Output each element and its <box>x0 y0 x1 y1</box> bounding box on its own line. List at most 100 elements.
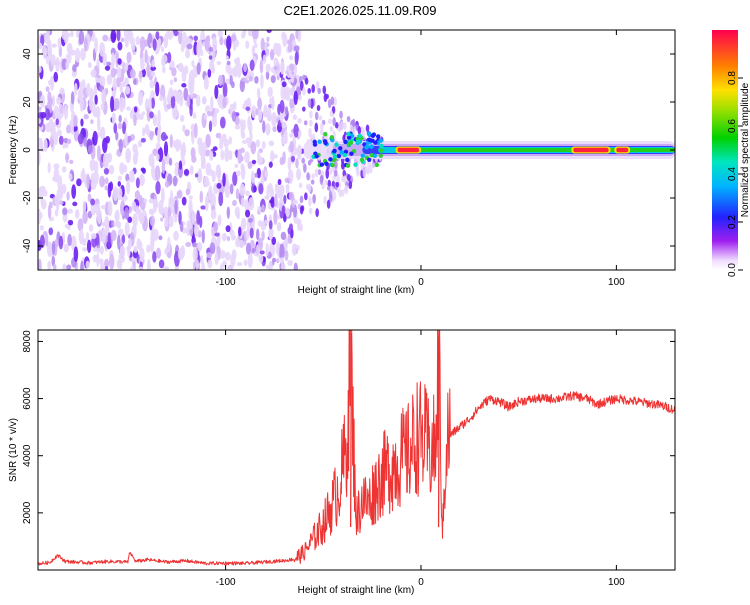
tone-blob <box>372 153 378 158</box>
noise-cell <box>151 59 155 68</box>
noise-cell <box>199 190 204 204</box>
noise-cell <box>157 127 161 144</box>
noise-cell <box>212 36 218 52</box>
transition-cell <box>307 98 312 108</box>
noise-cell <box>104 65 111 71</box>
noise-cell <box>92 130 98 146</box>
noise-cell <box>163 141 169 157</box>
noise-cell <box>281 81 287 88</box>
noise-cell <box>106 74 113 85</box>
noise-cell <box>239 183 246 197</box>
transition-cell <box>327 98 332 109</box>
noise-cell <box>189 84 193 100</box>
transition-cell <box>318 115 323 121</box>
noise-cell <box>276 221 282 232</box>
noise-cell <box>201 96 207 105</box>
colorbar-tick-label: 0.8 <box>727 71 738 85</box>
noise-cell <box>295 158 299 169</box>
noise-cell <box>86 173 90 190</box>
noise-cell <box>141 127 146 137</box>
noise-cell <box>229 183 234 195</box>
noise-cell <box>274 184 280 195</box>
colorbar-tick-label: 0.6 <box>727 119 738 133</box>
noise-cell <box>161 158 166 174</box>
noise-cell <box>232 199 237 207</box>
noise-cell <box>204 181 211 187</box>
noise-cell <box>163 266 170 270</box>
noise-cell <box>44 233 49 247</box>
noise-cell <box>87 193 92 202</box>
noise-cell <box>168 215 174 228</box>
noise-cell <box>245 242 251 255</box>
noise-cell <box>172 139 177 148</box>
noise-cell <box>118 252 123 266</box>
noise-cell <box>89 158 96 172</box>
noise-cell <box>104 258 110 269</box>
noise-cell <box>247 161 253 169</box>
noise-cell <box>116 30 121 42</box>
noise-cell <box>110 30 117 44</box>
transition-cell <box>343 122 347 130</box>
noise-cell <box>113 122 118 134</box>
noise-cell <box>126 106 131 111</box>
noise-cell <box>280 263 286 270</box>
transition-cell <box>367 160 371 170</box>
noise-cell <box>177 248 184 261</box>
noise-cell <box>193 35 199 42</box>
transition-cell <box>320 122 324 131</box>
noise-cell <box>251 159 257 165</box>
noise-cell <box>148 153 155 167</box>
noise-cell <box>284 237 288 252</box>
noise-cell <box>230 253 236 268</box>
noise-cell <box>271 257 277 263</box>
noise-cell <box>279 156 284 166</box>
noise-cell <box>134 190 141 200</box>
noise-cell <box>294 51 299 66</box>
noise-cell <box>174 165 179 177</box>
tone-blob <box>349 151 354 156</box>
tone-blob <box>312 142 318 147</box>
noise-cell <box>220 249 226 259</box>
noise-cell <box>228 150 233 161</box>
noise-cell <box>94 37 98 54</box>
transition-cell <box>302 87 306 96</box>
noise-cell <box>281 205 286 215</box>
noise-cell <box>146 62 150 78</box>
noise-cell <box>73 82 78 96</box>
tone-blob <box>336 153 342 159</box>
spectrogram-heatmap <box>38 30 675 270</box>
noise-cell <box>269 97 273 105</box>
transition-cell <box>298 129 302 138</box>
noise-cell <box>102 34 109 42</box>
noise-cell <box>181 196 187 206</box>
noise-cell <box>58 103 65 119</box>
transition-cell <box>301 157 305 164</box>
tone-blob <box>378 153 384 158</box>
noise-cell <box>163 206 169 219</box>
noise-cell <box>101 228 107 244</box>
noise-cell <box>180 43 185 53</box>
noise-cell <box>248 75 253 82</box>
noise-cell <box>244 99 250 105</box>
noise-cell <box>268 140 275 147</box>
colorbar-tick-label: 0.2 <box>727 215 738 229</box>
noise-cell <box>253 185 257 193</box>
noise-cell <box>186 38 193 46</box>
noise-cell <box>285 207 290 218</box>
noise-cell <box>242 103 247 110</box>
tone-blob <box>346 131 351 137</box>
noise-cell <box>92 109 99 118</box>
noise-cell <box>170 95 176 109</box>
noise-cell <box>112 186 119 202</box>
noise-cell <box>88 224 94 232</box>
noise-cell <box>201 229 205 244</box>
transition-cell <box>310 179 315 185</box>
noise-cell <box>149 215 155 227</box>
noise-cell <box>103 167 110 175</box>
noise-cell <box>240 197 245 208</box>
noise-cell <box>67 233 72 247</box>
noise-cell <box>100 103 105 111</box>
snr-y-tick-label: 8000 <box>22 330 33 353</box>
noise-cell <box>235 188 240 200</box>
